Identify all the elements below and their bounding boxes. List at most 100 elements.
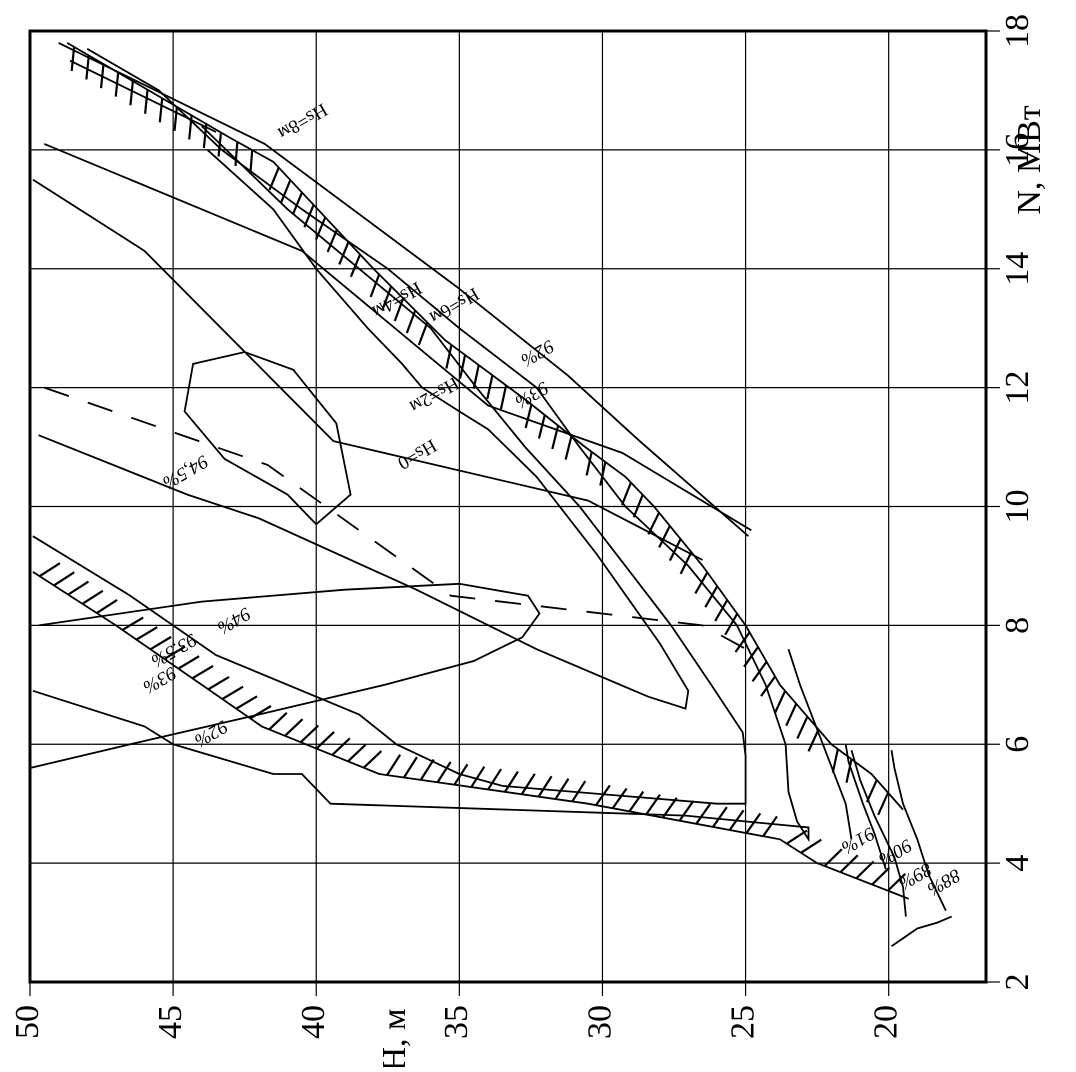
efficiency-contour-7 — [850, 749, 907, 917]
efficiency-contour-4 — [32, 48, 810, 843]
annotation-label: 93% — [511, 377, 552, 413]
y-tick-label: 25 — [724, 1005, 761, 1039]
hatch-tick — [714, 599, 729, 622]
hatch-tick — [173, 106, 179, 131]
hatch-tick — [668, 538, 682, 562]
efficiency-contour-5 — [787, 648, 853, 840]
hatch-tick — [554, 778, 570, 800]
hatch-tick — [177, 655, 200, 670]
hatch-tick — [865, 779, 878, 803]
hatch-tick — [785, 703, 798, 727]
hatch-tick — [315, 731, 335, 750]
hatch-tick — [386, 754, 402, 776]
hatch-tick — [53, 571, 75, 587]
y-tick-label: 35 — [438, 1005, 475, 1039]
hatch-tick — [524, 404, 533, 429]
hatch-tick — [760, 675, 776, 697]
plot-frame — [28, 29, 988, 984]
operating-limit-0 — [66, 42, 904, 811]
x-tick-label: 8 — [999, 617, 1036, 634]
y-axis-title: H, м — [376, 1008, 413, 1067]
efficiency-contour-1 — [29, 582, 541, 769]
hatch-tick — [487, 768, 503, 791]
x-axis-title: N, МВт — [1011, 105, 1048, 214]
hatch-tick — [207, 676, 230, 691]
x-tick-label: 10 — [999, 490, 1036, 524]
operating-limit-1 — [32, 571, 910, 900]
hatch-tick — [67, 580, 90, 596]
hatch-tick — [887, 873, 907, 892]
hatch-tick — [445, 344, 453, 369]
hatch-tick — [628, 790, 645, 812]
hatch-tick — [81, 589, 104, 605]
y-tick-label: 30 — [581, 1005, 618, 1039]
x-tick-label: 4 — [999, 855, 1036, 872]
hatch-tick — [796, 716, 809, 739]
operating-limit-layer — [32, 42, 910, 900]
hatch-tick — [800, 838, 822, 854]
hatch-tick — [114, 72, 120, 97]
annotation-label: 94% — [213, 603, 254, 639]
hatch-tick — [284, 718, 304, 737]
hatch-tick — [470, 766, 486, 788]
hatch-tick — [234, 141, 239, 167]
hatch-tick — [647, 512, 661, 535]
hatch-tick — [221, 685, 244, 700]
hatch-tick — [158, 98, 164, 123]
hatch-tick — [855, 860, 875, 880]
hatch-tick — [823, 848, 843, 867]
hatch-tick — [436, 761, 452, 783]
hatch-tick — [807, 728, 820, 752]
hatch-tick — [724, 613, 739, 636]
hatch-tick — [363, 750, 383, 769]
hatch-tick — [839, 854, 859, 873]
hatch-tick — [144, 89, 149, 114]
label-layer: 92%93%93,5%94%94,5%91%90%89%88%92%93%Hs=… — [139, 99, 964, 900]
hatch-tick — [611, 787, 628, 809]
x-tick-label: 6 — [999, 736, 1036, 753]
hatch-tick — [571, 780, 587, 803]
hatch-tick — [381, 286, 393, 310]
tick-layer: 2 4 6 8 10 12 14 16 18 20 25 30 35 40 45 50 — [9, 14, 1036, 1039]
efficiency-contour-9 — [890, 915, 953, 948]
hatch-tick — [564, 435, 573, 460]
hatch-tick — [734, 631, 751, 653]
hatch-tick — [163, 645, 186, 660]
x-tick-label: 12 — [999, 371, 1036, 405]
hatch-tick — [585, 451, 593, 476]
hatch-tick — [831, 748, 839, 773]
hatch-tick — [845, 758, 853, 784]
hatch-tick — [745, 812, 762, 834]
hatch-tick — [85, 55, 90, 80]
hatch-tick — [537, 775, 553, 798]
hatch-tick — [417, 322, 429, 346]
hatch-tick — [314, 216, 327, 240]
hatch-tick — [762, 815, 778, 837]
hatch-tick — [369, 274, 381, 298]
y-tick-label: 50 — [9, 1005, 46, 1039]
efficiency-contour-0 — [183, 351, 352, 525]
hatch-tick — [419, 758, 435, 781]
hatch-tick — [712, 806, 728, 828]
hatch-tick — [595, 784, 611, 806]
hatch-tick — [599, 461, 607, 486]
y-tick-label: 45 — [152, 1005, 189, 1039]
hatch-tick — [486, 374, 494, 400]
annotation-label: 94,5% — [159, 450, 212, 493]
hatch-tick — [268, 711, 288, 731]
hatch-tick — [331, 737, 351, 756]
hatch-tick — [695, 803, 712, 825]
hatch-tick — [338, 241, 350, 265]
hatch-tick — [871, 866, 891, 886]
hatch-tick — [658, 525, 671, 549]
annotation-label: Hs=6м — [426, 283, 483, 328]
annotation-label: 90% — [875, 834, 916, 870]
efficiency-contour-6 — [844, 744, 887, 870]
hatch-tick — [191, 664, 214, 680]
x-tick-label: 14 — [999, 252, 1036, 286]
hatch-tick — [280, 179, 292, 203]
efficiency-contour-2 — [38, 149, 690, 710]
hatch-tick — [149, 635, 172, 651]
